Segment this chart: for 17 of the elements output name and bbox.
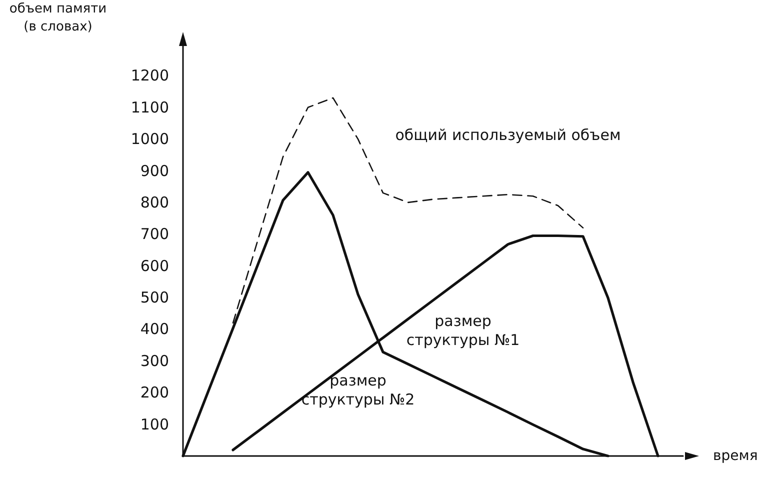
y-tick-label: 300 <box>140 352 169 370</box>
text: общий используемый объем <box>395 126 621 144</box>
series-label: размер структуры №1 <box>406 312 520 349</box>
y-tick-label: 400 <box>140 320 169 338</box>
y-tick-label: 800 <box>140 193 169 212</box>
y-tick-label: 700 <box>140 225 169 244</box>
y-tick-label: 200 <box>140 384 169 402</box>
y-tick-label: 500 <box>140 288 169 307</box>
y-tick-label: 1000 <box>130 130 169 148</box>
x-axis-title: время <box>713 448 758 464</box>
y-axis-title: объем памяти (в словах) <box>9 2 107 34</box>
y-tick-label: 100 <box>140 415 169 434</box>
y-tick-label: 1200 <box>130 66 169 85</box>
y-tick-label: 1100 <box>130 98 169 116</box>
series-label: размер структуры №2 <box>301 372 415 409</box>
y-tick-label: 900 <box>140 162 169 180</box>
y-tick-label: 600 <box>140 256 169 275</box>
